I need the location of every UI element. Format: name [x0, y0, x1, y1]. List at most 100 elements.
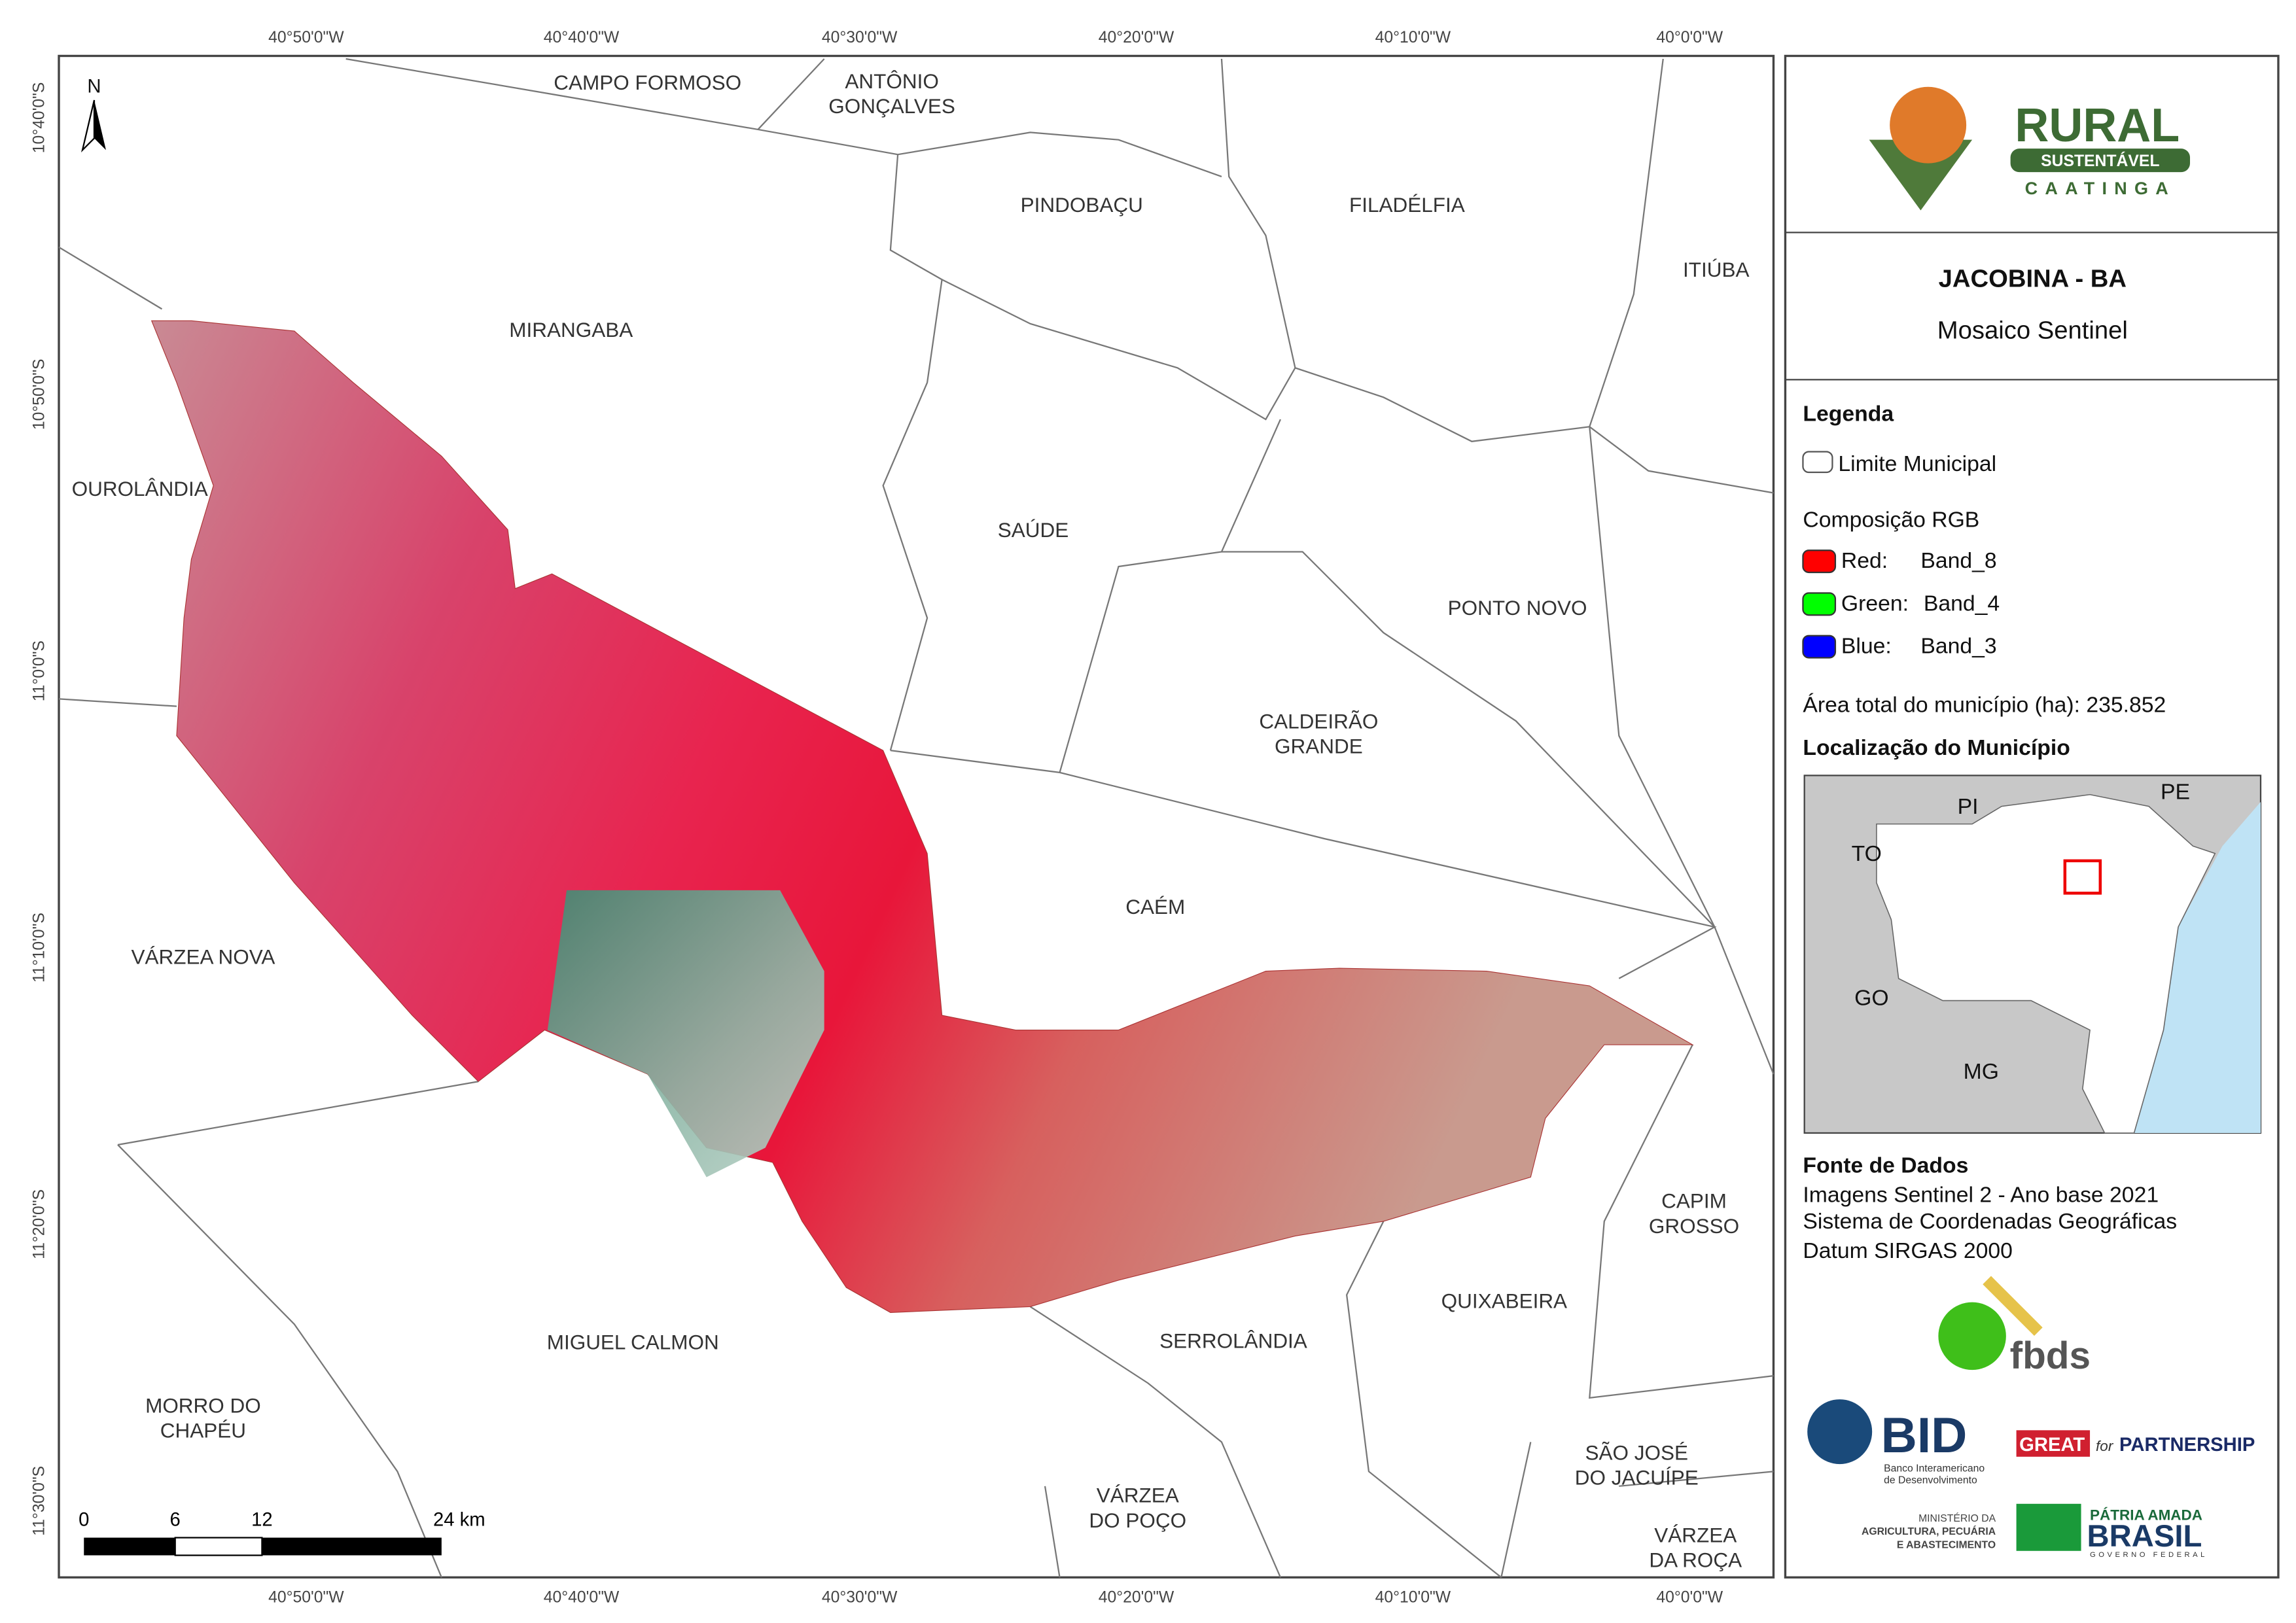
municipality-label: CAMPO FORMOSO	[554, 71, 741, 94]
map-title: JACOBINA - BA	[1939, 265, 2127, 293]
scale-segment	[262, 1537, 442, 1556]
rgb-title: Composição RGB	[1803, 507, 1979, 532]
municipality-label: MIRANGABA	[509, 318, 633, 341]
municipality-label: SERROLÂNDIA	[1159, 1329, 1307, 1352]
map-labels: 40°50'0"W 40°50'0"W 40°40'0"W 40°40'0"W 40°3…	[31, 29, 1750, 1606]
band-swatch	[1802, 550, 1837, 574]
municipality-label: CAÉM	[1125, 895, 1185, 918]
municipality-label: MORRO DO	[145, 1393, 261, 1417]
source-title: Fonte de Dados	[1803, 1153, 1968, 1178]
inset-map: PI PE TO GO MG	[1803, 775, 2262, 1134]
municipality-label: CALDEIRÃO	[1259, 709, 1378, 733]
logo-shape	[1807, 1399, 1873, 1465]
coordinate-label: 40°0'0"W	[1656, 1589, 1723, 1607]
map-frame: N	[58, 54, 1775, 1579]
municipality-label: CAPIM	[1661, 1189, 1727, 1213]
area-text: Área total do município (ha): 235.852	[1803, 693, 2166, 718]
municipality-label: DO JACUÍPE	[1575, 1466, 1699, 1490]
band-swatch	[1802, 635, 1837, 659]
logo-text: Banco Interamericano	[1884, 1463, 1985, 1474]
coordinate-label: 11°20'0"S	[31, 1189, 48, 1259]
logo-shape	[1983, 1276, 2043, 1336]
logo-shape	[2016, 1430, 2091, 1457]
coordinate-label: 11°30'0"S	[31, 1466, 48, 1536]
source-line: Imagens Sentinel 2 - Ano base 2021	[1803, 1183, 2159, 1208]
coordinate-label: 40°50'0"W	[268, 1589, 344, 1607]
municipality-label: QUIXABEIRA	[1441, 1289, 1567, 1313]
coordinate-label: 11°0'0"S	[31, 640, 48, 701]
location-title: Localização do Município	[1803, 735, 2070, 760]
municipality-label: DA ROÇA	[1649, 1548, 1742, 1572]
logo-text: PÁTRIA AMADA	[2090, 1507, 2202, 1524]
municipality-label: ITIÚBA	[1683, 258, 1749, 281]
logo-text: fbds	[2010, 1335, 2091, 1377]
coordinate-label: 40°30'0"W	[822, 1589, 898, 1607]
logo-text: SUSTENTÁVEL	[2041, 152, 2159, 170]
source-line: Sistema de Coordenadas Geográficas	[1803, 1209, 2177, 1234]
logo-bid: BID Banco Interamericano de Desenvolvime…	[1807, 1399, 1985, 1486]
ocean	[2134, 775, 2261, 1133]
municipality-label: GRANDE	[1275, 735, 1363, 758]
logo-text: for	[2096, 1438, 2114, 1454]
legend-title: Legenda	[1803, 401, 1894, 426]
logo-shape	[1938, 1302, 2006, 1370]
logo-text: PARTNERSHIP	[2119, 1435, 2255, 1456]
band-legend: Red: Band_8 Green: Band_4 Blue: Band_3	[1802, 548, 2000, 659]
state-label: TO	[1852, 841, 1882, 866]
municipality-label: GONÇALVES	[828, 94, 955, 118]
logo-text: GOVERNO FEDERAL	[2090, 1551, 2208, 1559]
logo-rural: RURAL SUSTENTÁVEL CAATINGA	[1869, 86, 2191, 211]
coordinate-label: 40°50'0"W	[268, 29, 344, 46]
scale-segment	[84, 1537, 175, 1556]
band-name: Blue:	[1841, 634, 1892, 659]
logo-brasil: PÁTRIA AMADA BRASIL GOVERNO FEDERAL	[2016, 1503, 2208, 1559]
vegetation-patch	[547, 890, 824, 1178]
legend-label: Limite Municipal	[1838, 451, 1996, 476]
band-name: Green:	[1841, 591, 1909, 616]
band-swatch	[1802, 592, 1837, 616]
band-value: Band_3	[1920, 634, 1996, 659]
coordinate-label: 10°40'0"S	[31, 82, 48, 154]
logo-text: E ABASTECIMENTO	[1897, 1539, 1996, 1550]
municipality-label: PONTO NOVO	[1448, 596, 1587, 620]
municipality-label: VÁRZEA NOVA	[131, 945, 275, 968]
municipality-label: VÁRZEA	[1654, 1523, 1737, 1546]
scale-segment	[174, 1537, 263, 1556]
scale-label: 0	[79, 1510, 89, 1531]
logo-text: BID	[1881, 1408, 1968, 1463]
coordinate-label: 40°40'0"W	[544, 29, 620, 46]
source-line: Datum SIRGAS 2000	[1803, 1238, 2012, 1263]
coordinate-label: 40°20'0"W	[1099, 1589, 1174, 1607]
logo-band	[2010, 148, 2191, 173]
municipality-label: MIGUEL CALMON	[547, 1331, 719, 1354]
state-label: GO	[1854, 985, 1888, 1010]
scale-label: 6	[170, 1510, 181, 1531]
municipal-boundaries	[58, 58, 1775, 1579]
logo-text: AGRICULTURA, PECUÁRIA	[1862, 1525, 1996, 1537]
sentinel-mosaic	[150, 320, 1694, 1313]
state-label: PI	[1958, 794, 1979, 819]
state-label: PE	[2161, 779, 2190, 804]
location-marker	[2063, 859, 2102, 895]
logo-text: MINISTÉRIO DA	[1918, 1512, 1996, 1524]
scale-bar	[84, 1537, 442, 1556]
municipality-label: SAÚDE	[998, 518, 1069, 542]
logo-text: de Desenvolvimento	[1884, 1475, 1977, 1486]
municipality-label: ANTÔNIO	[845, 69, 938, 93]
logo-shape	[2016, 1503, 2081, 1551]
sidebar: RURAL SUSTENTÁVEL CAATINGA JACOBINA - BA…	[1784, 54, 2280, 1579]
municipality-label: VÁRZEA	[1097, 1484, 1179, 1507]
coordinate-label: 40°30'0"W	[822, 29, 898, 46]
band-name: Red:	[1841, 548, 1888, 573]
legend-symbol	[1802, 451, 1833, 474]
map-subtitle: Mosaico Sentinel	[1937, 316, 2128, 344]
municipality-label: DO POÇO	[1089, 1509, 1186, 1532]
coordinate-label: 40°20'0"W	[1099, 29, 1174, 46]
logo-text: GREAT	[2019, 1435, 2085, 1456]
logo-text: RURAL	[2015, 99, 2180, 152]
band-value: Band_8	[1920, 548, 1996, 573]
scale-label: 24 km	[433, 1510, 486, 1531]
north-label: N	[87, 77, 101, 97]
municipality-label: SÃO JOSÉ	[1585, 1440, 1688, 1464]
